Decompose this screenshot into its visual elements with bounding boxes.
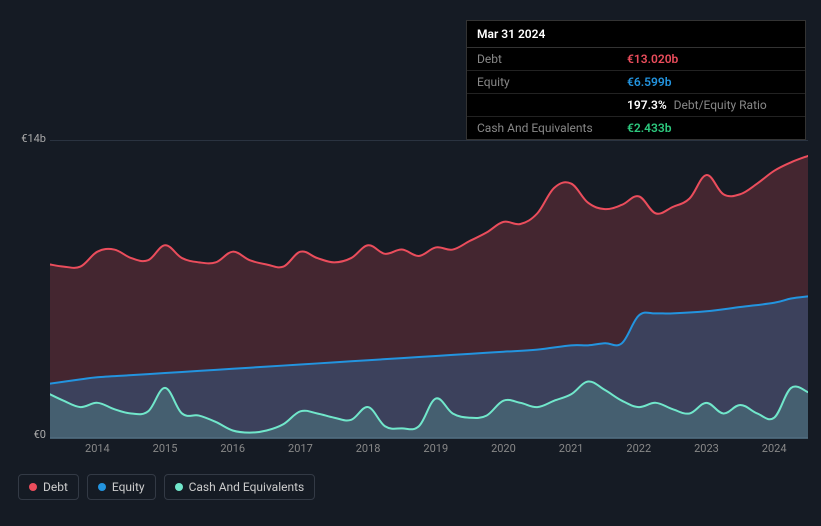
tooltip-label: Equity <box>477 75 627 89</box>
legend-dot <box>98 483 106 491</box>
legend-label: Debt <box>43 480 68 494</box>
chart-area: €14b €0 2014 2015 2016 2017 2018 2019 2020 2021… <box>0 120 821 480</box>
tooltip-value: €2.433b <box>627 121 671 135</box>
x-tick: 2015 <box>153 442 178 455</box>
tooltip-value: €13.020b <box>627 52 678 66</box>
tooltip-date: Mar 31 2024 <box>467 21 805 48</box>
x-tick: 2019 <box>423 442 448 455</box>
chart-legend: Debt Equity Cash And Equivalents <box>18 474 315 500</box>
tooltip-row: 197.3% Debt/Equity Ratio <box>467 94 805 117</box>
x-tick: 2024 <box>762 442 787 455</box>
legend-item-cash-and-equivalents[interactable]: Cash And Equivalents <box>164 474 316 500</box>
legend-item-debt[interactable]: Debt <box>18 474 79 500</box>
tooltip-label: Debt <box>477 52 627 66</box>
x-tick: 2021 <box>559 442 584 455</box>
legend-dot <box>175 483 183 491</box>
x-tick: 2022 <box>626 442 651 455</box>
tooltip-row: Debt€13.020b <box>467 48 805 71</box>
x-tick: 2017 <box>288 442 313 455</box>
x-tick: 2020 <box>491 442 516 455</box>
tooltip-row: Equity€6.599b <box>467 71 805 94</box>
chart-tooltip: Mar 31 2024 Debt€13.020bEquity€6.599b197… <box>466 20 806 140</box>
x-tick: 2023 <box>694 442 719 455</box>
chart-plot[interactable] <box>50 140 808 438</box>
tooltip-label <box>477 98 627 112</box>
x-axis: 2014 2015 2016 2017 2018 2019 2020 2021 2022 2023… <box>50 442 808 462</box>
tooltip-label: Cash And Equivalents <box>477 121 627 135</box>
legend-label: Cash And Equivalents <box>189 480 305 494</box>
legend-dot <box>29 483 37 491</box>
tooltip-value: 197.3% Debt/Equity Ratio <box>627 98 767 112</box>
y-tick-max: €14b <box>21 132 46 145</box>
x-tick: 2016 <box>220 442 245 455</box>
x-tick: 2014 <box>85 442 110 455</box>
x-tick: 2018 <box>356 442 381 455</box>
y-tick-min: €0 <box>34 428 46 441</box>
legend-item-equity[interactable]: Equity <box>87 474 156 500</box>
tooltip-value: €6.599b <box>627 75 671 89</box>
tooltip-row: Cash And Equivalents€2.433b <box>467 117 805 139</box>
legend-label: Equity <box>112 480 145 494</box>
